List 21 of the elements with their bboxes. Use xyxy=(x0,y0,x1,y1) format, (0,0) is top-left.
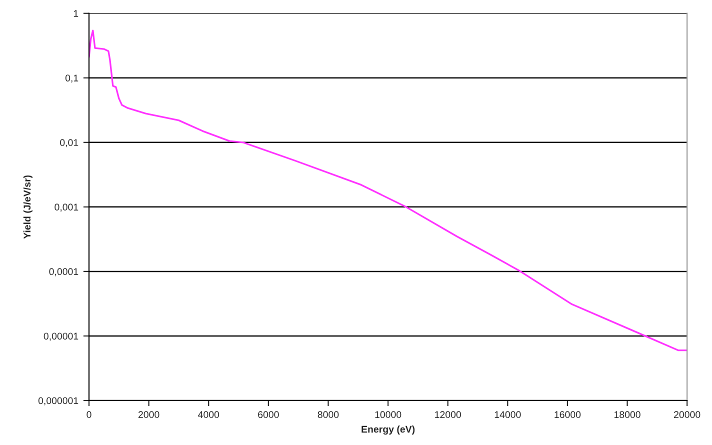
y-tick-label: 0,001 xyxy=(54,204,78,212)
y-tick-label: 0,1 xyxy=(65,74,78,83)
y-axis-title: Yield (J/eV/sr) xyxy=(23,175,32,239)
y-tick-label: 0,01 xyxy=(60,139,78,148)
x-tick-label: 20000 xyxy=(674,411,700,418)
x-tick-label: 10000 xyxy=(375,411,402,418)
y-tick-label: 0,0001 xyxy=(49,268,78,276)
x-axis-title: Energy (eV) xyxy=(362,426,415,435)
y-tick-label: 0,00001 xyxy=(44,332,78,341)
x-tick-label: 4000 xyxy=(198,411,220,418)
x-tick-label: 18000 xyxy=(614,411,640,418)
x-tick-label: 16000 xyxy=(554,411,581,418)
y-tick-label: 1 xyxy=(74,10,78,17)
x-tick-label: 12000 xyxy=(435,411,461,418)
x-tick-label: 8000 xyxy=(318,411,339,418)
x-tick-label: 6000 xyxy=(258,411,279,418)
x-tick-label: 0 xyxy=(86,411,92,418)
x-tick-label: 14000 xyxy=(494,411,521,418)
y-tick-label: 0,000001 xyxy=(38,397,78,406)
line-series xyxy=(89,30,688,352)
x-tick-label: 2000 xyxy=(138,411,160,418)
